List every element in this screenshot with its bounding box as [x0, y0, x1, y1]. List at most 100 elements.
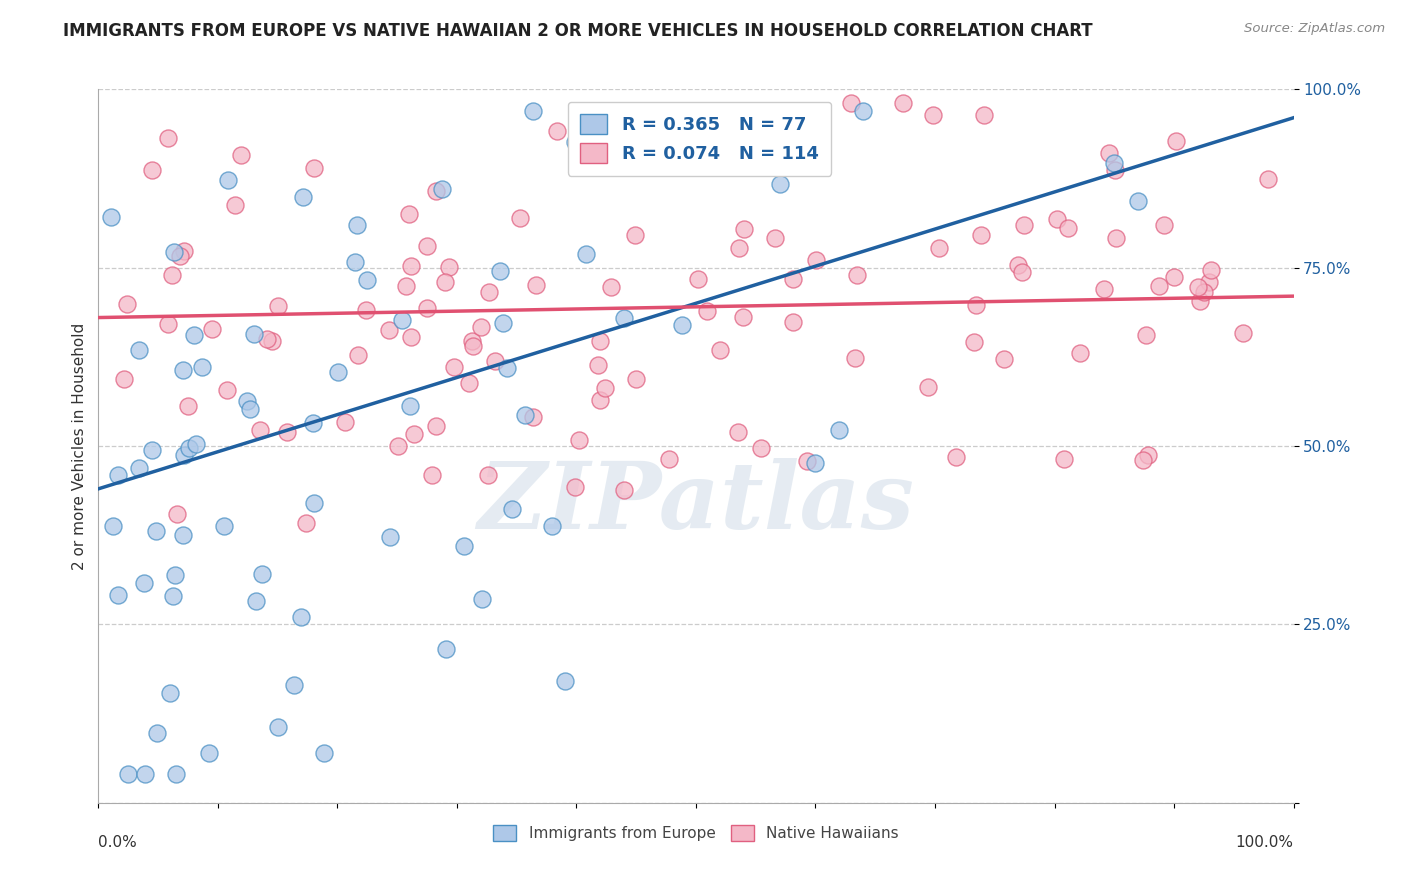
Point	[134, 575, 156, 590]
Point	[453, 539, 475, 553]
Point	[1128, 194, 1150, 208]
Point	[328, 365, 350, 379]
Point	[782, 272, 804, 286]
Point	[828, 423, 851, 437]
Point	[891, 96, 914, 111]
Point	[425, 184, 447, 198]
Point	[115, 297, 138, 311]
Point	[107, 588, 129, 602]
Point	[398, 207, 420, 221]
Point	[141, 163, 163, 178]
Point	[593, 381, 616, 395]
Point	[844, 351, 866, 365]
Point	[378, 531, 401, 545]
Point	[763, 231, 786, 245]
Point	[1136, 449, 1159, 463]
Point	[344, 254, 367, 268]
Point	[727, 425, 749, 440]
Point	[928, 242, 950, 256]
Point	[1053, 451, 1076, 466]
Point	[522, 410, 544, 425]
Point	[963, 334, 986, 349]
Point	[128, 343, 150, 358]
Point	[141, 442, 163, 457]
Point	[1188, 294, 1211, 309]
Point	[217, 173, 239, 187]
Point	[239, 401, 262, 416]
Point	[945, 450, 967, 464]
Point	[304, 496, 326, 510]
Point	[1147, 279, 1170, 293]
Point	[1135, 327, 1157, 342]
Point	[162, 589, 184, 603]
Point	[162, 244, 184, 259]
Point	[686, 272, 709, 286]
Point	[416, 238, 439, 252]
Point	[425, 418, 447, 433]
Point	[173, 244, 195, 259]
Point	[157, 131, 180, 145]
Point	[575, 247, 598, 261]
Point	[1232, 326, 1254, 340]
Point	[186, 437, 208, 451]
Point	[134, 767, 156, 781]
Point	[603, 150, 626, 164]
Point	[283, 678, 305, 692]
Point	[166, 507, 188, 521]
Point	[613, 483, 636, 497]
Point	[806, 253, 828, 268]
Point	[1104, 156, 1126, 170]
Point	[295, 516, 318, 530]
Text: ZIPatlas: ZIPatlas	[478, 458, 914, 548]
Point	[169, 249, 191, 263]
Point	[540, 519, 562, 533]
Point	[745, 137, 768, 152]
Point	[156, 318, 179, 332]
Point	[159, 685, 181, 699]
Point	[709, 343, 731, 357]
Point	[922, 108, 945, 122]
Point	[600, 280, 623, 294]
Point	[513, 409, 536, 423]
Point	[768, 178, 790, 192]
Point	[751, 441, 773, 455]
Point	[564, 136, 586, 150]
Point	[395, 279, 418, 293]
Point	[107, 468, 129, 483]
Text: IMMIGRANTS FROM EUROPE VS NATIVE HAWAIIAN 2 OR MORE VEHICLES IN HOUSEHOLD CORREL: IMMIGRANTS FROM EUROPE VS NATIVE HAWAIIA…	[63, 22, 1092, 40]
Point	[128, 461, 150, 475]
Point	[1098, 146, 1121, 161]
Point	[250, 566, 273, 581]
Point	[100, 211, 122, 225]
Point	[183, 328, 205, 343]
Point	[1105, 230, 1128, 244]
Point	[112, 372, 135, 386]
Point	[439, 260, 461, 274]
Point	[401, 259, 423, 273]
Point	[993, 352, 1015, 367]
Point	[301, 417, 323, 431]
Point	[1199, 262, 1222, 277]
Point	[671, 318, 693, 332]
Point	[564, 479, 586, 493]
Point	[461, 339, 484, 353]
Point	[430, 182, 453, 196]
Point	[965, 298, 987, 312]
Point	[524, 278, 547, 293]
Point	[420, 468, 443, 483]
Point	[434, 642, 457, 657]
Point	[177, 399, 200, 413]
Point	[846, 268, 869, 283]
Point	[839, 96, 862, 111]
Point	[391, 313, 413, 327]
Point	[1012, 218, 1035, 232]
Point	[458, 376, 481, 391]
Point	[212, 519, 235, 533]
Point	[471, 592, 494, 607]
Text: 0.0%: 0.0%	[98, 835, 138, 850]
Point	[276, 425, 298, 439]
Point	[478, 285, 501, 299]
Point	[173, 449, 195, 463]
Point	[378, 323, 401, 337]
Point	[1163, 270, 1185, 285]
